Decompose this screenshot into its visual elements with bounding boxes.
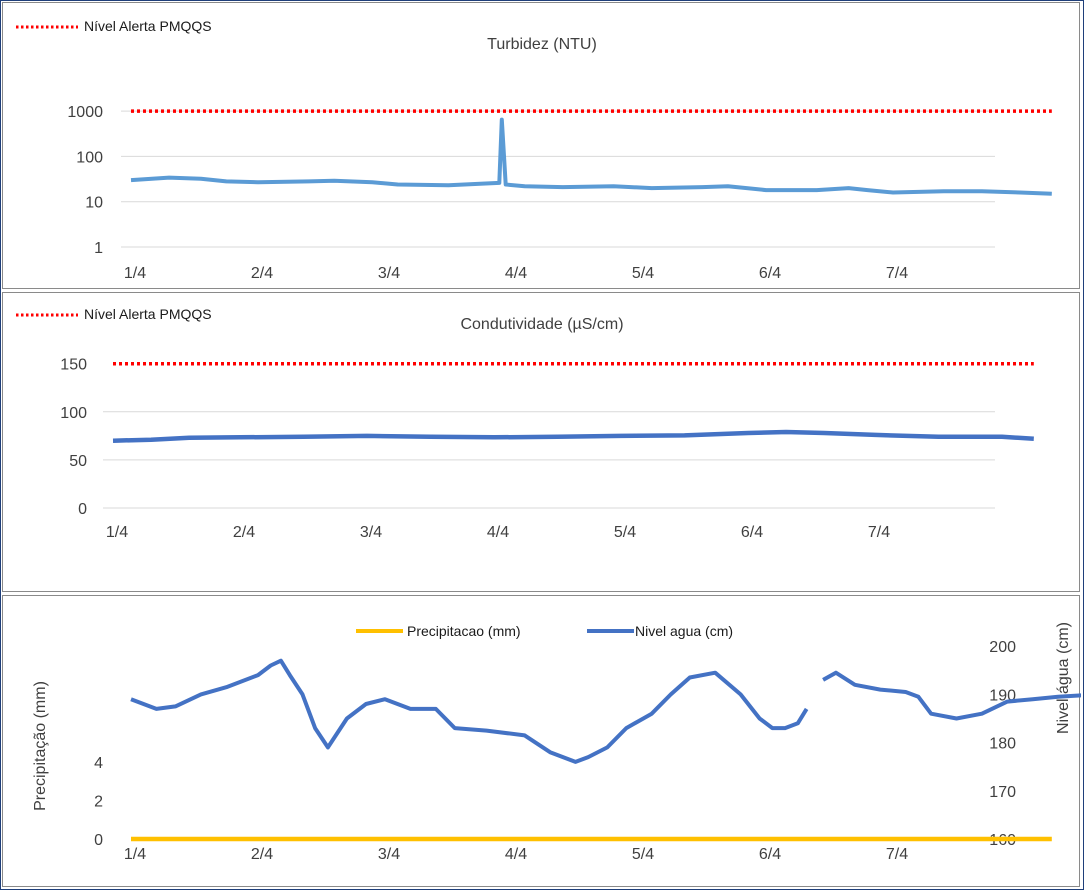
x-tick-label: 3/4 <box>360 524 382 541</box>
x-tick-label: 5/4 <box>614 524 636 541</box>
y-tick-label: 2 <box>94 794 103 811</box>
y2-axis-title: Nivel água (cm) <box>1055 622 1072 734</box>
y-tick-label: 1000 <box>67 104 103 121</box>
x-tick-label: 5/4 <box>632 265 654 282</box>
x-tick-label: 7/4 <box>886 846 908 863</box>
turbidity-chart: Nível Alerta PMQQS Turbidez (NTU) 1 10 100 10… <box>16 18 1052 282</box>
y-tick-label: 0 <box>94 832 103 849</box>
chart-title: Condutividade (µS/cm) <box>460 316 623 333</box>
x-tick-label: 3/4 <box>378 846 400 863</box>
y-tick-label: 100 <box>76 149 103 166</box>
x-tick-label: 6/4 <box>759 846 781 863</box>
y-tick-label: 150 <box>60 357 87 374</box>
y-tick-label: 10 <box>85 195 103 212</box>
x-tick-label: 1/4 <box>124 846 146 863</box>
x-tick-label: 7/4 <box>886 265 908 282</box>
measurement-series-line <box>130 117 1052 196</box>
y-tick-label: 100 <box>60 405 87 422</box>
water-level-series-line <box>130 658 809 764</box>
legend-precip-label: Precipitacao (mm) <box>407 623 521 639</box>
x-tick-label: 3/4 <box>378 265 400 282</box>
y2-tick-label: 200 <box>989 639 1016 656</box>
x-tick-label: 7/4 <box>868 524 890 541</box>
x-tick-label: 6/4 <box>759 265 781 282</box>
x-tick-label: 5/4 <box>632 846 654 863</box>
conductivity-chart: Nível Alerta PMQQS Condutividade (µS/cm) 0… <box>16 306 1034 541</box>
x-tick-label: 1/4 <box>106 524 128 541</box>
conductivity-chart-panel: Nível Alerta PMQQS Condutividade (µS/cm) 0… <box>2 292 1080 592</box>
measurement-series-line <box>112 429 1034 443</box>
x-tick-label: 4/4 <box>487 524 509 541</box>
y-tick-label: 1 <box>94 240 103 257</box>
x-tick-label: 4/4 <box>505 846 527 863</box>
y2-tick-label: 180 <box>989 736 1016 753</box>
precipitation-level-chart-panel: 0 2 4 160 170 180 190 200 Precipitação (mm) Nivel… <box>2 595 1081 887</box>
legend-alert-label: Nível Alerta PMQQS <box>84 18 212 34</box>
x-tick-label: 6/4 <box>741 524 763 541</box>
x-tick-label: 1/4 <box>124 265 146 282</box>
y-tick-label: 0 <box>78 501 87 518</box>
legend-level-label: Nivel agua (cm) <box>635 623 733 639</box>
x-tick-label: 4/4 <box>505 265 527 282</box>
water-level-series-line <box>822 670 1081 721</box>
legend-alert-label: Nível Alerta PMQQS <box>84 306 212 322</box>
x-tick-label: 2/4 <box>251 265 273 282</box>
turbidity-chart-panel: Nível Alerta PMQQS Turbidez (NTU) 1 10 100 10… <box>2 2 1080 289</box>
chart-title: Turbidez (NTU) <box>487 36 597 53</box>
x-tick-label: 2/4 <box>233 524 255 541</box>
y-tick-label: 50 <box>69 453 87 470</box>
y-tick-label: 4 <box>94 755 103 772</box>
x-tick-label: 2/4 <box>251 846 273 863</box>
y-axis-title: Precipitação (mm) <box>32 681 49 811</box>
y2-tick-label: 170 <box>989 784 1016 801</box>
